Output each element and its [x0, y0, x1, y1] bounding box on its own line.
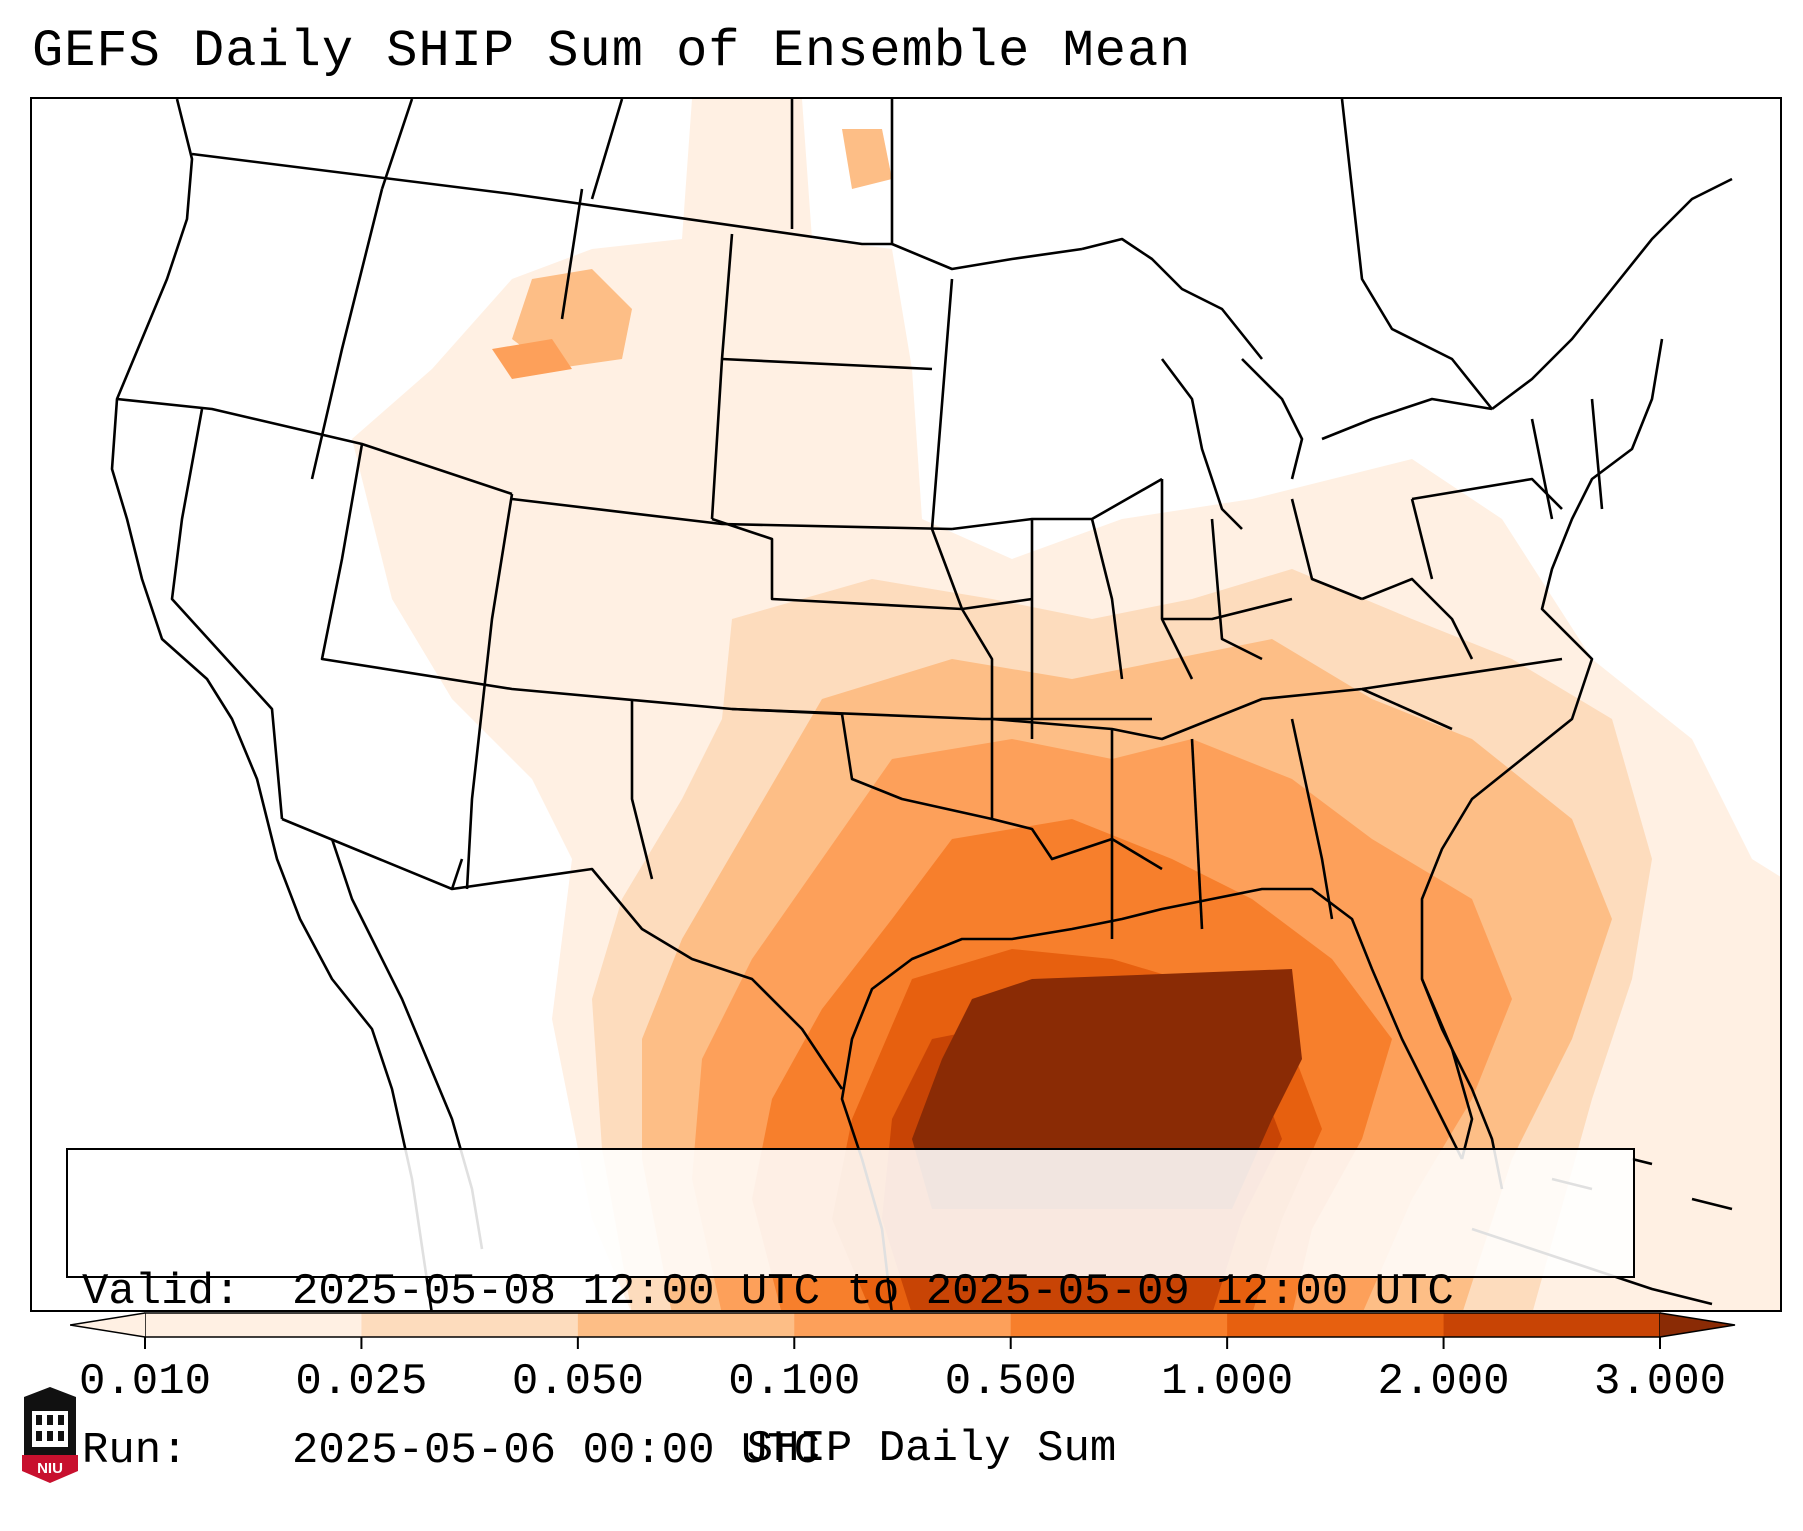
valid-value: 2025-05-08 12:00 UTC to 2025-05-09 12:00… — [292, 1267, 1454, 1317]
logo-text: NIU — [37, 1460, 63, 1477]
run-label: Run: — [82, 1426, 188, 1476]
valid-run-info-box: Valid: 2025-05-08 12:00 UTC to 2025-05-09… — [66, 1148, 1635, 1476]
run-value: 2025-05-06 00:00 UTC — [292, 1426, 821, 1476]
run-row: Run: 2025-05-06 00:00 UTC — [82, 1425, 1619, 1478]
colorbar-ticks — [144, 1337, 1661, 1349]
colorbar-label: SHIP Daily Sum — [746, 1424, 1117, 1474]
colorbar-tick-label: 0.010 — [78, 1357, 212, 1407]
colorbar-max-arrow — [1659, 1312, 1736, 1338]
colorbar-tick-label: 3.000 — [1593, 1357, 1727, 1407]
colorbar-tick-label: 0.100 — [728, 1357, 861, 1407]
colorbar — [70, 1312, 1736, 1349]
colorbar-tick-label: 0.050 — [511, 1357, 644, 1407]
colorbar-segment — [794, 1313, 1012, 1337]
colorbar-tick-label: 0.025 — [295, 1357, 428, 1407]
colorbar-segment — [1010, 1313, 1228, 1337]
map-panel[interactable] — [30, 97, 1782, 1312]
ship-field — [352, 99, 1780, 1310]
colorbar-tick-label: 0.500 — [944, 1357, 1077, 1407]
colorbar-min-arrow — [70, 1312, 146, 1338]
colorbar-tick-label: 1.000 — [1161, 1357, 1294, 1407]
boundaries — [110, 99, 1733, 1310]
chart-title: GEFS Daily SHIP Sum of Ensemble Mean — [32, 22, 1192, 81]
map-outline-icon — [110, 99, 1780, 1310]
valid-row: Valid: 2025-05-08 12:00 UTC to 2025-05-09… — [82, 1266, 1619, 1319]
valid-label: Valid: — [82, 1267, 241, 1317]
colorbar-tick-label: 2.000 — [1377, 1357, 1510, 1407]
colorbar-segment — [145, 1313, 362, 1337]
colorbar-segment — [1443, 1313, 1661, 1337]
colorbar-segment — [1227, 1313, 1445, 1337]
colorbar-segment — [361, 1313, 579, 1337]
colorbar-segment — [577, 1313, 795, 1337]
colorbar-segments — [144, 1312, 1661, 1338]
niu-building-logo-icon: NIU — [22, 1387, 78, 1483]
